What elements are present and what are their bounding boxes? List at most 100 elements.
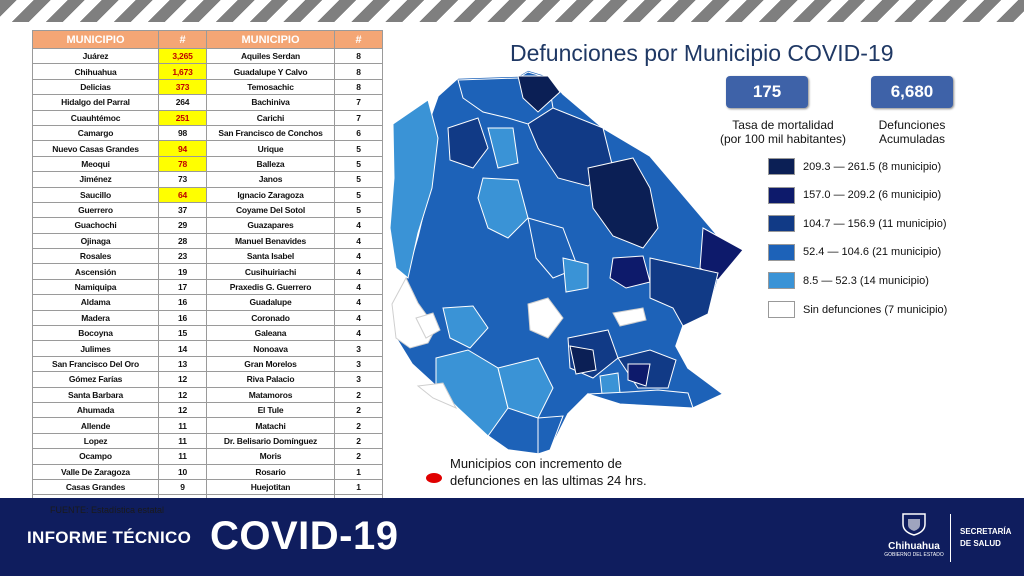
table-row: Casas Grandes 9 Huejotitan 1	[32, 478, 383, 496]
map-municipio-region	[562, 257, 589, 293]
death-count-cell: 3	[334, 340, 383, 357]
municipio-name-cell: Balleza	[206, 155, 335, 173]
table-row: Ahumada 12 El Tule 2	[32, 401, 383, 419]
header-municipio-1: MUNICIPIO	[32, 30, 159, 49]
death-count-cell: 7	[334, 94, 383, 111]
mortality-rate-label: Tasa de mortalidad (por 100 mil habitant…	[708, 118, 858, 146]
death-count-cell: 4	[334, 232, 383, 250]
death-count-cell: 5	[334, 140, 383, 157]
death-count-cell: 4	[334, 248, 383, 265]
table-row: Namiquipa 17 Praxedis G. Guerrero 4	[32, 278, 383, 296]
death-count-cell: 11	[158, 448, 207, 465]
municipio-name-cell: Galeana	[206, 325, 335, 342]
municipio-name-cell: Saucillo	[32, 186, 159, 203]
table-row: Ojinaga 28 Manuel Benavides 4	[32, 232, 383, 250]
header-count-1: #	[158, 30, 207, 49]
table-row: Julimes 14 Nonoava 3	[32, 340, 383, 357]
accumulated-deaths-value: 6,680	[871, 76, 953, 108]
map-municipio-region	[517, 75, 561, 113]
map-municipio-region	[527, 107, 614, 187]
table-row: Chihuahua 1,673 Guadalupe Y Calvo 8	[32, 63, 383, 80]
legend-label: 209.3 — 261.5 (8 municipio)	[803, 160, 942, 173]
death-count-cell: 7	[334, 109, 383, 126]
table-row: Hidalgo del Parral 264 Bachiniva 7	[32, 94, 383, 111]
death-count-cell: 98	[158, 124, 207, 142]
municipio-name-cell: Santa Barbara	[32, 386, 159, 403]
municipio-name-cell: Gómez Farías	[32, 371, 159, 388]
map-municipio-region	[649, 257, 719, 327]
header-municipio-2: MUNICIPIO	[206, 30, 335, 49]
municipio-name-cell: Aldama	[32, 294, 159, 311]
municipio-name-cell: San Francisco de Conchos	[206, 124, 335, 142]
death-count-cell: 4	[334, 325, 383, 342]
municipio-name-cell: Julimes	[32, 340, 159, 357]
legend-swatch	[768, 158, 795, 175]
death-count-cell: 15	[158, 325, 207, 342]
logo-subtext: GOBIERNO DEL ESTADO	[884, 552, 944, 558]
table-row: Santa Barbara 12 Matamoros 2	[32, 386, 383, 403]
municipio-name-cell: Delicias	[32, 78, 159, 96]
increment-note-line1: Municipios con incremento de	[450, 456, 622, 471]
death-count-cell: 3,265	[158, 47, 207, 65]
table-row: Gómez Farías 12 Riva Palacio 3	[32, 371, 383, 388]
municipio-name-cell: Madera	[32, 309, 159, 327]
table-row: Camargo 98 San Francisco de Conchos 6	[32, 124, 383, 142]
table-row: Aldama 16 Guadalupe 4	[32, 294, 383, 311]
table-row: Madera 16 Coronado 4	[32, 309, 383, 327]
deaths-table-container: MUNICIPIO # MUNICIPIO # Juárez 3,265 Aquil…	[32, 30, 383, 511]
municipio-name-cell: Ocampo	[32, 448, 159, 465]
map-municipio-region	[599, 372, 621, 395]
municipio-name-cell: Meoqui	[32, 155, 159, 173]
death-count-cell: 251	[158, 109, 207, 126]
municipio-name-cell: Rosario	[206, 463, 335, 480]
death-count-cell: 4	[334, 309, 383, 327]
municipio-name-cell: Riva Palacio	[206, 371, 335, 388]
legend-item: 104.7 — 156.9 (11 municipio)	[768, 215, 947, 233]
death-count-cell: 14	[158, 340, 207, 357]
municipio-name-cell: Nonoava	[206, 340, 335, 357]
table-row: Allende 11 Matachi 2	[32, 417, 383, 434]
death-count-cell: 8	[334, 78, 383, 96]
table-row: Cuauhtémoc 251 Carichi 7	[32, 109, 383, 126]
legend-swatch	[768, 301, 795, 318]
increment-note: Municipios con incremento de defunciones…	[426, 455, 647, 489]
death-count-cell: 264	[158, 94, 207, 111]
municipio-name-cell: Aquiles Serdan	[206, 47, 335, 65]
legend-item: 52.4 — 104.6 (21 municipio)	[768, 243, 941, 261]
source-note: FUENTE: Estadística estatal	[50, 505, 165, 515]
municipio-name-cell: Ignacio Zaragoza	[206, 186, 335, 203]
municipio-name-cell: Coyame Del Sotol	[206, 201, 335, 219]
mortality-rate-value: 175	[726, 76, 808, 108]
municipio-name-cell: Bachiniva	[206, 94, 335, 111]
mortality-rate-label-line2: (por 100 mil habitantes)	[719, 132, 847, 146]
legend-item: 157.0 — 209.2 (6 municipio)	[768, 186, 941, 204]
death-count-cell: 73	[158, 171, 207, 188]
death-count-cell: 12	[158, 371, 207, 388]
report-label: INFORME TÉCNICO	[27, 528, 192, 547]
secretaria-label: SECRETARÍA DE SALUD	[960, 526, 1011, 550]
legend-label: Sin defunciones (7 municipio)	[803, 303, 948, 316]
legend-label: 8.5 — 52.3 (14 municipio)	[803, 274, 929, 287]
death-count-cell: 1	[334, 478, 383, 496]
table-row: Delicias 373 Temosachic 8	[32, 78, 383, 96]
increment-note-text: Municipios con incremento de defunciones…	[450, 455, 647, 489]
death-count-cell: 17	[158, 278, 207, 296]
death-count-cell: 16	[158, 309, 207, 327]
death-count-cell: 3	[334, 371, 383, 388]
map-municipio-region	[442, 305, 489, 349]
secretaria-line2: DE SALUD	[960, 539, 1001, 548]
legend-swatch	[768, 272, 795, 290]
map-municipio-region	[587, 389, 694, 409]
death-count-cell: 4	[334, 217, 383, 234]
municipio-name-cell: Rosales	[32, 248, 159, 265]
map-municipio-region	[447, 117, 489, 169]
map-municipio-region	[497, 357, 554, 419]
death-count-cell: 2	[334, 448, 383, 465]
increment-note-line2: defunciones en las ultimas 24 hrs.	[450, 473, 647, 488]
chihuahua-choropleth-map	[389, 69, 745, 455]
legend-item: Sin defunciones (7 municipio)	[768, 301, 947, 318]
shield-icon	[902, 513, 926, 536]
table-row: San Francisco Del Oro 13 Gran Morelos 3	[32, 355, 383, 373]
red-dot-icon	[426, 473, 442, 483]
municipio-name-cell: Ascensión	[32, 263, 159, 280]
